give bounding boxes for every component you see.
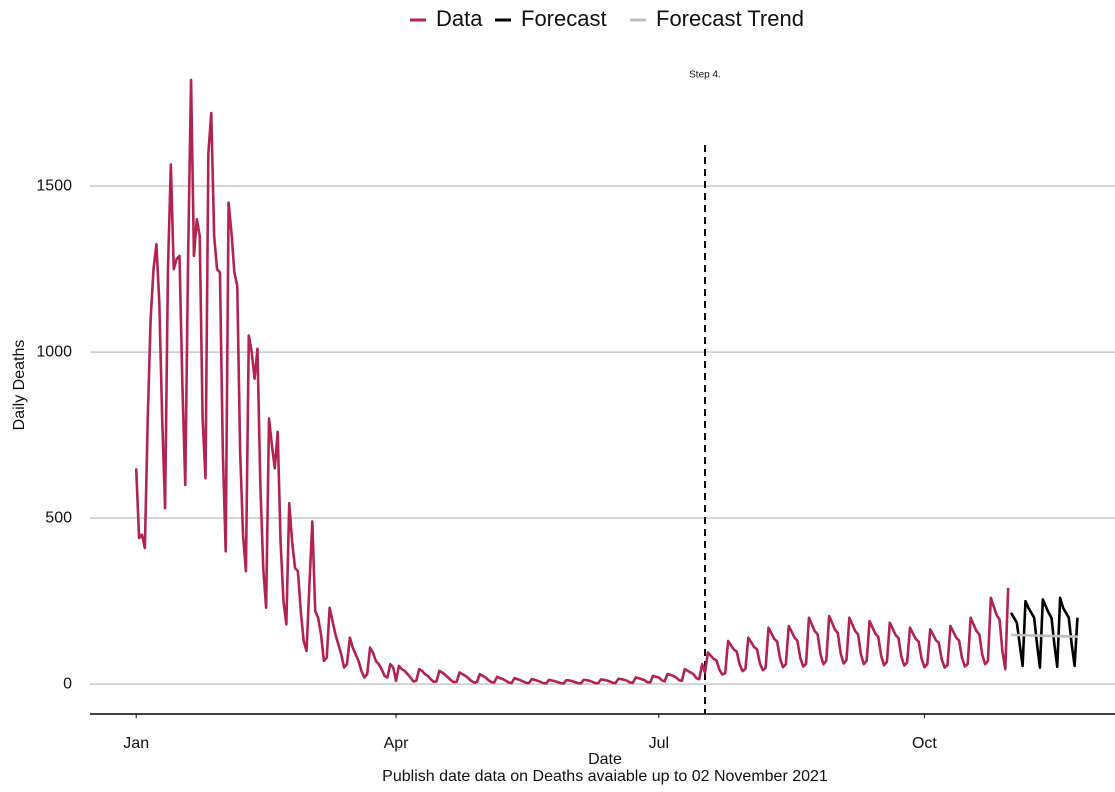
- x-tick-label: Jan: [123, 735, 149, 752]
- y-tick-label: 500: [45, 509, 72, 526]
- series-line: [134, 78, 1010, 685]
- series-line: [1011, 633, 1078, 638]
- y-tick-label: 0: [63, 675, 72, 692]
- x-tick-label: Apr: [384, 735, 410, 752]
- step-label: Step 4.: [689, 70, 721, 81]
- series-line: [1009, 596, 1079, 669]
- x-tick-label: Oct: [912, 735, 937, 752]
- y-axis-title: Daily Deaths: [11, 340, 28, 431]
- legend-label: Data: [436, 6, 483, 31]
- y-tick-label: 1500: [36, 177, 72, 194]
- legend-label: Forecast: [521, 6, 607, 31]
- legend-label: Forecast Trend: [656, 6, 804, 31]
- caption: Publish date data on Deaths avaiable up …: [382, 768, 828, 785]
- x-tick-label: Jul: [649, 735, 669, 752]
- x-axis-title: Date: [588, 751, 622, 768]
- y-tick-label: 1000: [36, 343, 72, 360]
